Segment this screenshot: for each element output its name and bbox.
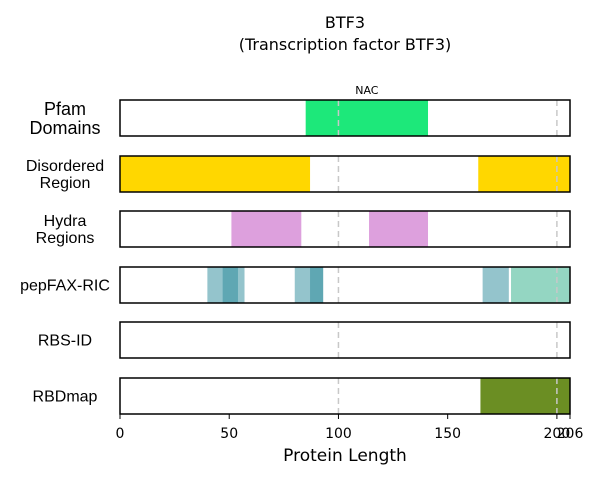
track-1: Disordered Region xyxy=(26,155,571,193)
track-label: Hydra Regions xyxy=(36,213,95,247)
x-tick-label: 50 xyxy=(220,426,238,442)
track-label: pepFAX-RIC xyxy=(20,278,110,295)
segment-label: NAC xyxy=(355,84,379,97)
track-background xyxy=(120,322,570,358)
track-frame xyxy=(119,155,571,193)
track-label: RBDmap xyxy=(33,389,98,406)
segment-bar xyxy=(231,211,302,247)
track-frame xyxy=(119,210,571,248)
track-3: pepFAX-RIC xyxy=(20,266,571,304)
tracks: NAC Pfam Domains Disordered Region Hydra Regio… xyxy=(20,84,571,415)
segment-bar xyxy=(480,378,570,414)
track-frame xyxy=(119,377,571,415)
x-tick-label: 150 xyxy=(434,426,461,442)
track-label: Pfam Domains xyxy=(29,99,100,138)
track-background xyxy=(120,211,570,247)
track-frame xyxy=(119,321,571,359)
segment-bar xyxy=(511,267,570,303)
x-tick-label: 206 xyxy=(557,426,584,442)
track-label: RBS-ID xyxy=(38,333,92,350)
x-axis-label: Protein Length xyxy=(283,446,407,466)
chart-title: BTF3 xyxy=(325,13,365,32)
x-tick-label: 0 xyxy=(116,426,125,442)
segment-bar xyxy=(482,267,509,303)
track-frame xyxy=(119,266,571,304)
x-tick-label: 100 xyxy=(325,426,352,442)
track-2: Hydra Regions xyxy=(36,210,571,248)
segment-bar xyxy=(310,267,324,303)
segment-bar xyxy=(369,211,429,247)
segment-bar xyxy=(305,100,429,136)
x-tick-label: 200 xyxy=(544,426,571,442)
chart-subtitle: (Transcription factor BTF3) xyxy=(239,35,452,54)
segment-bar xyxy=(478,156,570,192)
segment-bar xyxy=(120,156,311,192)
track-5: RBDmap xyxy=(33,377,571,415)
track-frame xyxy=(119,99,571,137)
track-0: NAC Pfam Domains xyxy=(29,84,571,138)
track-label: Disordered Region xyxy=(26,158,104,192)
track-4: RBS-ID xyxy=(38,321,571,359)
segment-bar xyxy=(222,267,238,303)
